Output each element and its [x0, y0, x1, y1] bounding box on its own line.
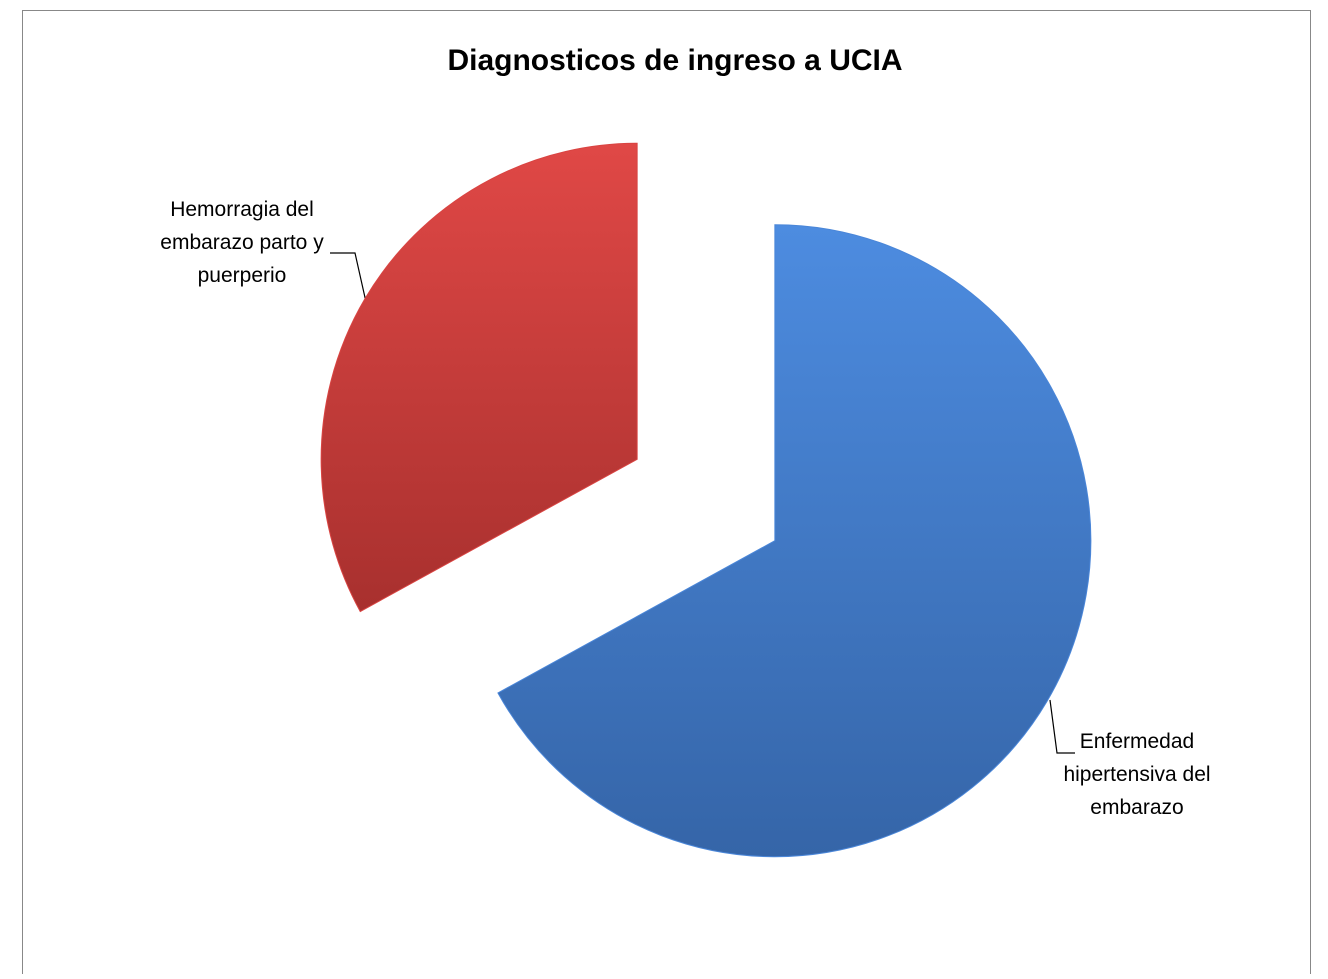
- leader-line: [1049, 699, 1075, 754]
- pie-slice: [320, 142, 638, 613]
- slice-label: Hemorragia del embarazo parto y puerperio: [160, 198, 324, 287]
- pie-slice: [497, 224, 1092, 858]
- leader-line: [330, 252, 367, 303]
- chart-title: Diagnosticos de ingreso a UCIA: [447, 44, 902, 77]
- slice-label: Enfermedad hipertensiva del embarazo: [1063, 730, 1210, 819]
